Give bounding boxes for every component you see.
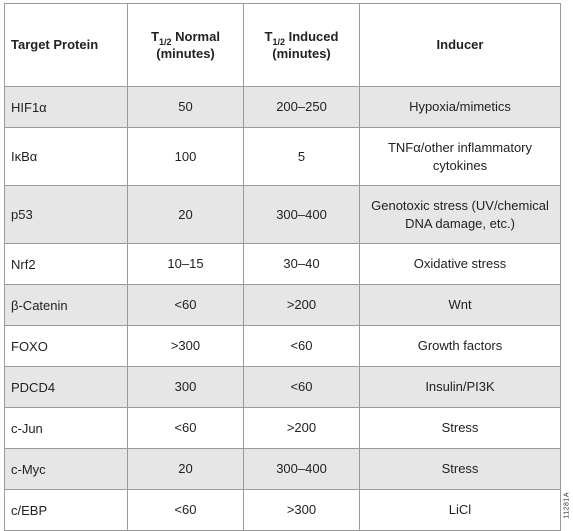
cell-target: c/EBP <box>4 489 128 531</box>
cell-target: HIF1α <box>4 86 128 128</box>
cell-normal: 20 <box>127 185 244 244</box>
cell-inducer: Stress <box>359 448 561 490</box>
cell-normal: <60 <box>127 489 244 531</box>
cell-induced: <60 <box>243 366 360 408</box>
table-row: PDCD4 300 <60 Insulin/PI3K <box>4 366 561 408</box>
cell-target: c-Myc <box>4 448 128 490</box>
cell-normal: <60 <box>127 284 244 326</box>
cell-inducer: TNFα/other inflammatory cytokines <box>359 127 561 186</box>
cell-induced: >300 <box>243 489 360 531</box>
cell-induced: 300–400 <box>243 185 360 244</box>
cell-normal: >300 <box>127 325 244 367</box>
header-induced-suffix: Induced <box>285 28 339 44</box>
cell-target: c-Jun <box>4 407 128 449</box>
cell-induced: >200 <box>243 284 360 326</box>
header-inducer: Inducer <box>359 3 561 87</box>
table-row: β-Catenin <60 >200 Wnt <box>4 284 561 326</box>
cell-induced: 5 <box>243 127 360 186</box>
cell-target: p53 <box>4 185 128 244</box>
cell-target: β-Catenin <box>4 284 128 326</box>
cell-inducer: Insulin/PI3K <box>359 366 561 408</box>
header-normal-unit: (minutes) <box>156 45 215 61</box>
cell-inducer: Genotoxic stress (UV/chemical DNA damage… <box>359 185 561 244</box>
cell-inducer: Growth factors <box>359 325 561 367</box>
cell-inducer: Wnt <box>359 284 561 326</box>
table-row: HIF1α 50 200–250 Hypoxia/mimetics <box>4 86 561 128</box>
figure-code: 11281A <box>564 492 571 519</box>
cell-inducer: Oxidative stress <box>359 243 561 285</box>
cell-induced: 200–250 <box>243 86 360 128</box>
cell-target: IκBα <box>4 127 128 186</box>
header-row: Target Protein T1/2 Normal (minutes) T1/… <box>4 3 561 87</box>
cell-normal: 300 <box>127 366 244 408</box>
cell-inducer: Stress <box>359 407 561 449</box>
half-life-table: Target Protein T1/2 Normal (minutes) T1/… <box>4 3 561 531</box>
header-induced-subscript: 1/2 <box>272 36 285 47</box>
cell-induced: >200 <box>243 407 360 449</box>
cell-induced: 30–40 <box>243 243 360 285</box>
cell-target: FOXO <box>4 325 128 367</box>
header-induced-symbol: T <box>264 28 273 44</box>
table-row: c-Myc 20 300–400 Stress <box>4 448 561 490</box>
table-row: IκBα 100 5 TNFα/other inflammatory cytok… <box>4 127 561 186</box>
cell-induced: <60 <box>243 325 360 367</box>
table-row: c/EBP <60 >300 LiCl <box>4 489 561 531</box>
cell-normal: 20 <box>127 448 244 490</box>
header-normal-subscript: 1/2 <box>159 36 172 47</box>
table-row: c-Jun <60 >200 Stress <box>4 407 561 449</box>
cell-target: Nrf2 <box>4 243 128 285</box>
header-normal-symbol: T <box>151 28 160 44</box>
table-row: Nrf2 10–15 30–40 Oxidative stress <box>4 243 561 285</box>
table-row: p53 20 300–400 Genotoxic stress (UV/chem… <box>4 185 561 244</box>
header-target-protein: Target Protein <box>4 3 128 87</box>
header-t-half-normal: T1/2 Normal (minutes) <box>127 3 244 87</box>
cell-normal: 100 <box>127 127 244 186</box>
header-induced-unit: (minutes) <box>272 45 331 61</box>
header-t-half-induced: T1/2 Induced (minutes) <box>243 3 360 87</box>
cell-normal: 10–15 <box>127 243 244 285</box>
cell-inducer: LiCl <box>359 489 561 531</box>
cell-normal: <60 <box>127 407 244 449</box>
cell-target: PDCD4 <box>4 366 128 408</box>
table-row: FOXO >300 <60 Growth factors <box>4 325 561 367</box>
cell-induced: 300–400 <box>243 448 360 490</box>
cell-inducer: Hypoxia/mimetics <box>359 86 561 128</box>
cell-normal: 50 <box>127 86 244 128</box>
header-normal-suffix: Normal <box>171 28 220 44</box>
